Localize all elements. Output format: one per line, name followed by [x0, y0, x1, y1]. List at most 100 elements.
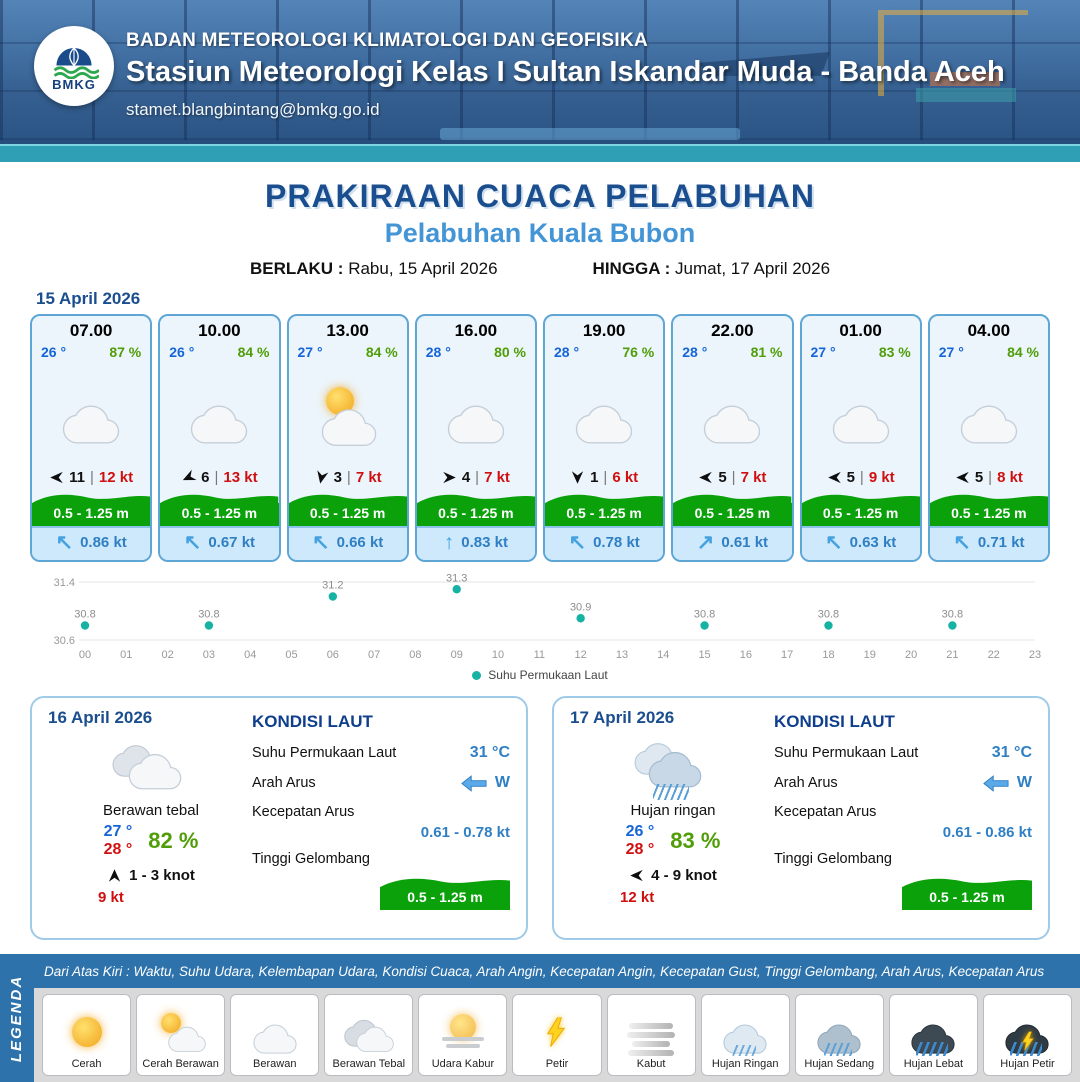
temperature-min: 27 ° — [103, 823, 133, 840]
wave-height-box: 0.5 - 1.25 m — [380, 875, 510, 910]
haze-lines-icon — [441, 1034, 485, 1051]
legend-dot-icon — [472, 670, 482, 680]
weather-condition: Hujan ringan — [630, 802, 716, 819]
wind-info: 4 | 7 kt — [417, 469, 535, 491]
current-info: ↑ 0.83 kt — [416, 526, 535, 560]
cloud-icon — [61, 397, 121, 452]
temperature: 27 ° — [938, 344, 964, 360]
wave-height: 0.5 - 1.25 m — [673, 503, 792, 526]
terminal-seats-illustration — [440, 128, 740, 140]
svg-text:31.2: 31.2 — [322, 580, 343, 592]
validity-period: BERLAKU : Rabu, 15 April 2026 HINGGA : J… — [0, 259, 1080, 279]
wave-height-label: Tinggi Gelombang — [774, 851, 892, 867]
sea-conditions-panel: KONDISI LAUT Suhu Permukaan Laut 31 °C A… — [252, 712, 510, 910]
bmkg-logo: BMKG — [34, 26, 114, 106]
current-info: ↖ 0.66 kt — [288, 526, 407, 560]
current-speed-value: 0.61 - 0.86 kt — [942, 824, 1032, 841]
svg-text:16: 16 — [740, 649, 752, 661]
valid-from-date: Rabu, 15 April 2026 — [348, 259, 498, 278]
svg-text:04: 04 — [244, 649, 256, 661]
legend-items-row: Cerah Cerah Berawan Berawan Berawan Teba… — [34, 988, 1080, 1082]
svg-text:18: 18 — [822, 649, 834, 661]
svg-text:20: 20 — [905, 649, 917, 661]
cloud-icon — [959, 397, 1019, 452]
wind-gust: 7 kt — [484, 469, 510, 486]
valid-to-label: HINGGA : — [592, 259, 671, 278]
wind-gust: 9 kt — [98, 889, 124, 906]
legend-item: Hujan Petir — [982, 994, 1073, 1076]
current-speed: 0.86 kt — [80, 534, 127, 551]
page-title: PRAKIRAAN CUACA PELABUHAN — [264, 178, 816, 214]
svg-text:23: 23 — [1029, 649, 1041, 661]
wind-direction-arrow — [827, 470, 842, 485]
cloud-icon — [702, 397, 762, 452]
wind-info: 5 | 7 kt — [673, 469, 791, 491]
current-speed-value: 0.61 - 0.78 kt — [420, 824, 510, 841]
bmkg-logo-icon — [53, 47, 99, 79]
cloud-icon — [355, 1021, 395, 1058]
humidity: 83 % — [670, 828, 721, 853]
svg-text:21: 21 — [946, 649, 958, 661]
temperature: 28 ° — [682, 344, 708, 360]
wave-height-value: 0.5 - 1.25 m — [380, 887, 510, 910]
chart-legend: Suhu Permukaan Laut — [30, 668, 1050, 682]
forecast-time: 04.00 — [967, 321, 1011, 340]
wind-speed: 11 — [69, 469, 85, 486]
current-direction-arrow: ↖ — [568, 531, 587, 554]
rain-icon — [1010, 1042, 1043, 1056]
wind-info: 6 | 13 kt — [160, 469, 278, 491]
port-name: Pelabuhan Kuala Bubon — [384, 218, 696, 248]
forecast-time: 19.00 — [582, 321, 626, 340]
legend-title: LEGENDA — [8, 974, 26, 1062]
cloud-icon — [831, 397, 891, 452]
current-direction-arrow: ↖ — [953, 531, 971, 554]
forecast-time: 16.00 — [454, 321, 498, 340]
current-speed: 0.66 kt — [336, 534, 384, 551]
wind-direction-arrow — [629, 868, 644, 883]
current-info: ↖ 0.67 kt — [160, 526, 279, 560]
container-silhouette — [930, 72, 1000, 86]
svg-text:03: 03 — [203, 649, 215, 661]
current-info: ↖ 0.78 kt — [545, 526, 664, 560]
svg-text:30.8: 30.8 — [198, 609, 219, 621]
rain-icon — [732, 1045, 757, 1056]
forecast-time: 22.00 — [711, 321, 754, 340]
wave-height: 0.5 - 1.25 m — [288, 503, 407, 526]
wind-direction-arrow — [955, 470, 970, 485]
wind-info: 4 - 9 knot — [568, 867, 778, 884]
wind-gust: 7 kt — [740, 469, 767, 486]
current-direction-label: Arah Arus — [252, 775, 316, 791]
wave-height: 0.5 - 1.25 m — [545, 503, 664, 526]
cloud-icon — [252, 1018, 298, 1060]
current-direction-value: W — [494, 774, 510, 791]
humidity: 82 % — [148, 828, 199, 853]
legend-item: Kabut — [606, 994, 696, 1076]
svg-text:31.4: 31.4 — [54, 577, 75, 589]
wind-gust: 7 kt — [355, 469, 382, 486]
forecast-card: 13.00 27 ° 84 % 3 | 7 kt 0.5 - 1.25 m ↖ 0… — [286, 314, 409, 562]
wind-gust: 13 kt — [223, 469, 258, 486]
valid-from-label: BERLAKU : — [249, 259, 344, 278]
humidity: 76 % — [622, 344, 655, 360]
sst-scatter-chart: 31.4 30.6 00 01 02 03 04 05 06 07 08 09 10 11 12 13 14 15… — [54, 572, 1042, 661]
svg-text:06: 06 — [327, 649, 339, 661]
daily-date: 16 April 2026 — [48, 708, 153, 727]
daily-date: 17 April 2026 — [570, 708, 675, 727]
wind-gust: 8 kt — [997, 469, 1023, 486]
svg-text:30.9: 30.9 — [570, 601, 591, 613]
legend-item: Berawan — [230, 994, 320, 1076]
weather-condition: Berawan tebal — [103, 802, 199, 819]
current-speed: 0.71 kt — [977, 534, 1025, 551]
rain-icon — [824, 1043, 853, 1056]
wind-info: 3 | 7 kt — [289, 469, 407, 491]
svg-text:22: 22 — [988, 649, 1000, 661]
crane-silhouette — [878, 10, 1028, 96]
wind-direction-arrow — [107, 868, 122, 883]
legend-item: Hujan Sedang — [794, 994, 884, 1076]
wave-height: 0.5 - 1.25 m — [416, 503, 535, 526]
forecast-card: 07.00 26 ° 87 % 11 | 12 kt 0.5 - 1.25 m ↖… — [30, 314, 153, 562]
cloud-icon — [167, 1021, 207, 1058]
svg-text:11: 11 — [534, 649, 545, 661]
svg-text:07: 07 — [368, 649, 380, 661]
wind-speed: 4 — [461, 469, 471, 486]
